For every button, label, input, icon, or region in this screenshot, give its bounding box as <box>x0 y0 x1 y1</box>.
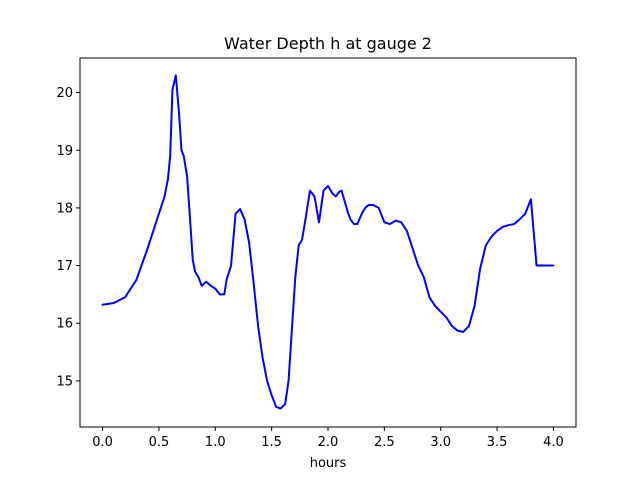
axes-frame <box>79 57 577 428</box>
x-tick-label: 1.5 <box>261 435 282 450</box>
series-line <box>101 74 555 410</box>
x-tick-label: 0.5 <box>149 435 170 450</box>
x-tick-label: 2.5 <box>374 435 395 450</box>
y-tick-label: 17 <box>56 259 73 274</box>
y-tick-label: 15 <box>56 374 73 389</box>
x-tick-label: 0.0 <box>92 435 113 450</box>
x-tick-label: 3.5 <box>487 435 508 450</box>
y-tick-label: 18 <box>56 201 73 216</box>
x-tick-label: 3.0 <box>430 435 451 450</box>
x-tick-label: 4.0 <box>543 435 564 450</box>
y-tick-label: 19 <box>56 144 73 159</box>
x-axis: 0.0 0.5 1.0 1.5 2.0 2.5 3.0 3.5 4.0 <box>92 427 564 450</box>
y-axis: 15 16 17 18 19 20 <box>56 86 80 389</box>
y-tick-label: 16 <box>56 317 73 332</box>
x-tick-label: 1.0 <box>205 435 226 450</box>
y-tick-label: 20 <box>56 86 73 101</box>
x-tick-label: 2.0 <box>318 435 339 450</box>
x-axis-label: hours <box>310 456 347 471</box>
chart-title: Water Depth h at gauge 2 <box>224 34 432 53</box>
plot-area <box>101 74 555 410</box>
